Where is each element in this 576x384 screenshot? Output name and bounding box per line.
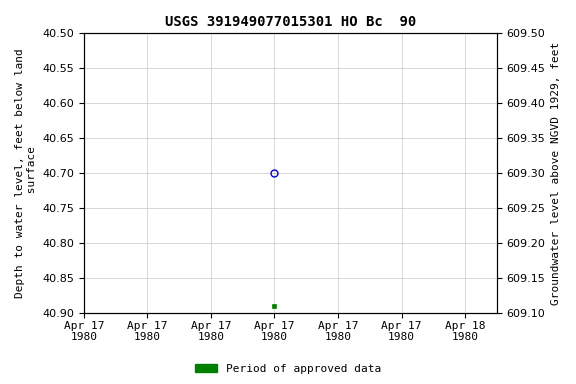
Legend: Period of approved data: Period of approved data <box>191 359 385 379</box>
Title: USGS 391949077015301 HO Bc  90: USGS 391949077015301 HO Bc 90 <box>165 15 416 29</box>
Y-axis label: Groundwater level above NGVD 1929, feet: Groundwater level above NGVD 1929, feet <box>551 41 561 305</box>
Y-axis label: Depth to water level, feet below land
 surface: Depth to water level, feet below land su… <box>15 48 37 298</box>
